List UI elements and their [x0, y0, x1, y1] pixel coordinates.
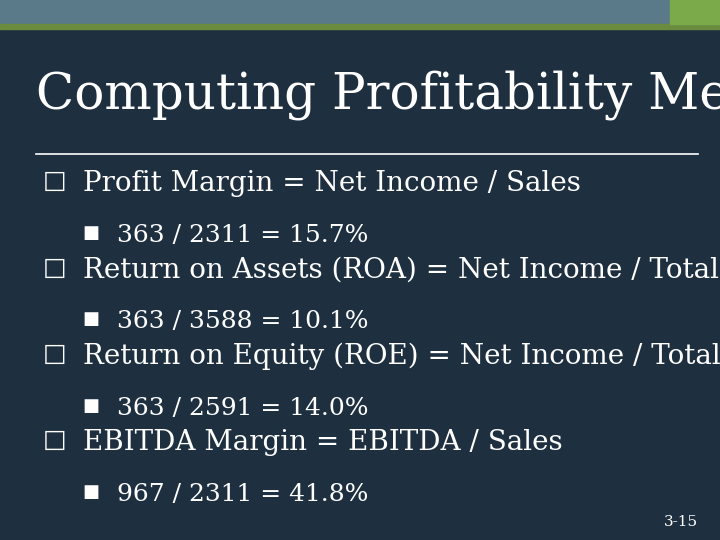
Text: Computing Profitability Measures: Computing Profitability Measures — [36, 70, 720, 120]
Text: 3-15: 3-15 — [665, 515, 698, 529]
Text: Return on Assets (ROA) = Net Income / Total Assets: Return on Assets (ROA) = Net Income / To… — [83, 256, 720, 284]
Text: ■: ■ — [83, 310, 100, 328]
Text: □: □ — [43, 256, 67, 280]
Text: 363 / 2591 = 14.0%: 363 / 2591 = 14.0% — [117, 397, 369, 420]
Bar — [0, 24, 720, 29]
Text: ■: ■ — [83, 483, 100, 501]
Text: □: □ — [43, 429, 67, 453]
Text: 363 / 2311 = 15.7%: 363 / 2311 = 15.7% — [117, 224, 369, 247]
Bar — [670, 0, 720, 24]
Text: Profit Margin = Net Income / Sales: Profit Margin = Net Income / Sales — [83, 170, 580, 197]
Text: 967 / 2311 = 41.8%: 967 / 2311 = 41.8% — [117, 483, 369, 507]
Text: 363 / 3588 = 10.1%: 363 / 3588 = 10.1% — [117, 310, 369, 334]
Text: □: □ — [43, 170, 67, 193]
Text: ■: ■ — [83, 224, 100, 242]
Text: ■: ■ — [83, 397, 100, 415]
Text: □: □ — [43, 343, 67, 366]
Text: Return on Equity (ROE) = Net Income / Total Equity: Return on Equity (ROE) = Net Income / To… — [83, 343, 720, 370]
Text: EBITDA Margin = EBITDA / Sales: EBITDA Margin = EBITDA / Sales — [83, 429, 562, 456]
Bar — [0, 0, 720, 24]
